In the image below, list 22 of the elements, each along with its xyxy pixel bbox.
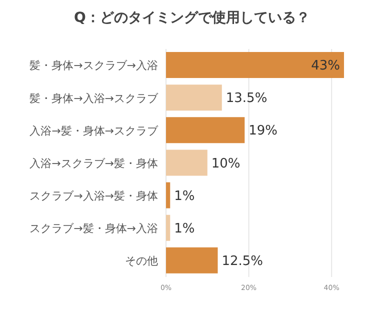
bar [166, 247, 218, 274]
bar [166, 214, 170, 241]
y-tick-label: 髪・身体→スクラブ→入浴 [30, 59, 158, 72]
chart-title: Q：どのタイミングで使用している？ [73, 9, 311, 27]
y-tick-label: 入浴→髪・身体→スクラブ [30, 124, 159, 138]
data-label: 12.5% [222, 254, 264, 269]
y-tick-label: その他 [125, 254, 158, 268]
data-label: 10% [211, 156, 240, 172]
data-label: 13.5% [226, 91, 268, 106]
data-label: 1% [174, 221, 195, 236]
bar [166, 117, 245, 144]
bar [166, 150, 208, 176]
bar [166, 182, 170, 208]
bar [166, 52, 344, 78]
y-tick-label: スクラブ→入浴→髪・身体 [30, 189, 158, 202]
data-label: 19% [248, 124, 278, 139]
y-tick-label: 髪・身体→入浴→スクラブ [30, 92, 159, 105]
y-tick-label: スクラブ→髪・身体→入浴 [30, 222, 158, 236]
bar [166, 84, 222, 111]
data-label: 1% [174, 188, 195, 204]
y-tick-label: 入浴→スクラブ→髪・身体 [30, 156, 158, 170]
data-label: 43% [311, 58, 340, 74]
